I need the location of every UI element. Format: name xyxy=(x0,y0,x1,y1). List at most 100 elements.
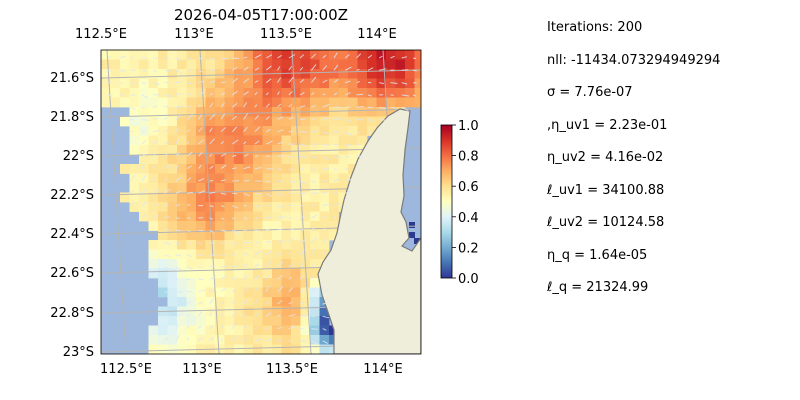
heatmap-cell xyxy=(310,183,320,193)
velocity-arrow xyxy=(277,286,284,293)
velocity-arrow xyxy=(254,126,261,133)
stat-ell-uv1: ℓ_uv1 = 34100.88 xyxy=(547,182,665,198)
velocity-arrow xyxy=(265,92,269,96)
heatmap-cell xyxy=(272,97,282,108)
heatmap-cell xyxy=(167,192,178,203)
velocity-arrow xyxy=(254,300,258,305)
heatmap-cell xyxy=(196,202,206,212)
velocity-arrow xyxy=(243,141,247,145)
heatmap-cell xyxy=(234,135,244,146)
velocity-arrow xyxy=(220,102,225,108)
velocity-arrow xyxy=(299,262,304,268)
heatmap-cell xyxy=(158,325,168,336)
heatmap-cell xyxy=(234,69,244,79)
heatmap-cell xyxy=(177,344,187,354)
velocity-arrow xyxy=(175,151,181,157)
velocity-arrow xyxy=(164,254,170,257)
heatmap-cell xyxy=(177,259,187,269)
velocity-arrow xyxy=(299,91,305,96)
heatmap-cell xyxy=(234,107,244,117)
heatmap-cell xyxy=(139,88,149,98)
velocity-arrow xyxy=(209,191,216,194)
heatmap-cell xyxy=(253,88,263,98)
heatmap-cell xyxy=(148,202,159,212)
velocity-arrow xyxy=(254,155,259,157)
heatmap-cell xyxy=(376,69,387,79)
velocity-arrow xyxy=(322,191,329,194)
velocity-arrow xyxy=(311,287,317,293)
velocity-arrow xyxy=(299,239,306,243)
velocity-arrow xyxy=(288,326,296,330)
heatmap-cell xyxy=(177,116,187,127)
heatmap-cell xyxy=(129,192,140,203)
heatmap-cell xyxy=(357,126,368,136)
velocity-arrow xyxy=(119,82,123,84)
heatmap-cell xyxy=(281,287,292,298)
velocity-arrow xyxy=(299,228,304,231)
heatmap-cell xyxy=(196,325,206,336)
heatmap-cell xyxy=(215,240,225,250)
velocity-arrow xyxy=(299,289,304,293)
velocity-arrow xyxy=(299,168,304,171)
heatmap-cell xyxy=(319,325,330,336)
heatmap-cell xyxy=(224,287,235,298)
heatmap-cell xyxy=(310,154,320,165)
heatmap-cell xyxy=(348,116,358,127)
velocity-arrow xyxy=(175,69,182,74)
heatmap-cell xyxy=(177,297,187,307)
velocity-arrow xyxy=(243,66,249,71)
heatmap-cell xyxy=(120,59,130,70)
heatmap-cell xyxy=(139,192,149,203)
velocity-arrow xyxy=(231,102,238,108)
heatmap-cell xyxy=(158,50,168,60)
heatmap-cell xyxy=(253,154,263,165)
heatmap-cell xyxy=(338,164,349,174)
heatmap-cell xyxy=(196,240,206,250)
heatmap-cell xyxy=(253,192,263,203)
heatmap-cell xyxy=(167,268,178,279)
heatmap-cell xyxy=(329,202,339,212)
colorbar-tick-label: 0.4 xyxy=(458,211,479,226)
heatmap-cell xyxy=(300,211,311,222)
heatmap-cell xyxy=(310,88,320,98)
velocity-arrow xyxy=(164,291,168,293)
heatmap-cell xyxy=(186,97,197,108)
velocity-arrow xyxy=(220,179,226,182)
heatmap-cell xyxy=(291,335,301,345)
heatmap-cell xyxy=(224,183,235,193)
heatmap-cell xyxy=(224,154,235,165)
velocity-arrow xyxy=(254,250,262,256)
heatmap-cell xyxy=(205,107,216,117)
velocity-arrow xyxy=(232,265,238,268)
velocity-arrow xyxy=(141,82,147,84)
velocity-arrow xyxy=(333,168,338,171)
heatmap-cell xyxy=(215,335,225,345)
heatmap-cell xyxy=(310,164,320,174)
velocity-arrow xyxy=(220,81,226,84)
velocity-arrow xyxy=(209,289,214,293)
velocity-arrow xyxy=(310,276,314,280)
heatmap-cell xyxy=(177,164,187,174)
velocity-arrow xyxy=(186,114,193,120)
velocity-arrow xyxy=(265,300,270,305)
velocity-arrow xyxy=(119,69,126,72)
heatmap-cell xyxy=(243,202,254,212)
heatmap-cell xyxy=(291,145,301,155)
heatmap-cell xyxy=(310,230,320,241)
heatmap-cell xyxy=(186,173,197,184)
heatmap-cell xyxy=(167,221,178,231)
heatmap-cell xyxy=(395,97,406,108)
heatmap-cell xyxy=(319,221,330,231)
heatmap-cell xyxy=(262,50,273,60)
land-peninsula xyxy=(317,108,421,354)
heatmap-cell xyxy=(148,164,159,174)
heatmap-cell xyxy=(234,183,244,193)
velocity-arrow xyxy=(254,338,263,342)
heatmap-cell xyxy=(262,259,273,269)
heatmap-cell xyxy=(148,268,159,279)
velocity-arrow xyxy=(243,336,249,342)
heatmap-cell xyxy=(129,164,140,174)
heatmap-cell xyxy=(243,173,254,184)
velocity-arrow xyxy=(175,81,182,84)
